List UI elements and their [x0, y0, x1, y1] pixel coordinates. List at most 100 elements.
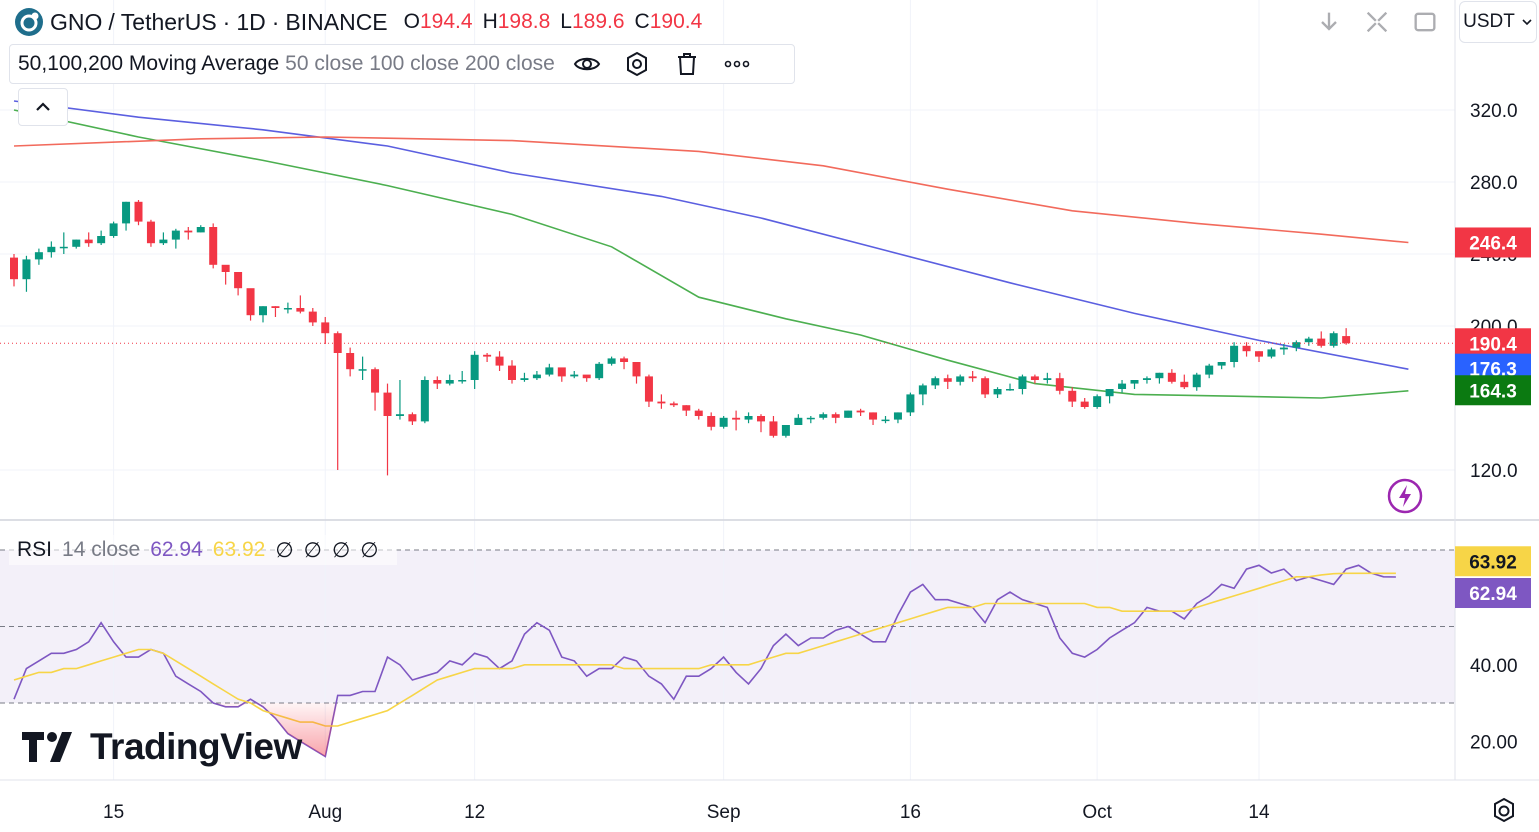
candle-body[interactable] — [1192, 374, 1201, 388]
candle-body[interactable] — [1317, 338, 1326, 346]
candle-body[interactable] — [744, 416, 753, 420]
candle-body[interactable] — [234, 272, 243, 289]
candle-body[interactable] — [806, 417, 815, 420]
interval-label[interactable]: 1D — [236, 8, 266, 35]
candle-body[interactable] — [470, 354, 479, 380]
candle-body[interactable] — [283, 308, 292, 310]
candle-body[interactable] — [595, 363, 604, 379]
candle-body[interactable] — [1167, 372, 1176, 382]
candle-body[interactable] — [1055, 378, 1064, 391]
candle-body[interactable] — [557, 367, 566, 377]
candle-body[interactable] — [420, 380, 429, 422]
candle-body[interactable] — [918, 385, 927, 395]
candle-body[interactable] — [819, 414, 828, 418]
candle-body[interactable] — [184, 230, 193, 233]
arrow-down-icon[interactable] — [1315, 8, 1343, 36]
candle-body[interactable] — [59, 246, 68, 249]
candle-body[interactable] — [508, 365, 516, 380]
candle-body[interactable] — [383, 392, 392, 416]
candle-body[interactable] — [1093, 396, 1102, 407]
maximize-icon[interactable] — [1411, 8, 1439, 36]
candle-body[interactable] — [906, 394, 915, 413]
candle-body[interactable] — [34, 252, 43, 260]
candle-body[interactable] — [408, 414, 417, 422]
candle-body[interactable] — [794, 417, 803, 425]
candle-body[interactable] — [1230, 345, 1239, 362]
candle-body[interactable] — [1080, 401, 1089, 407]
candle-body[interactable] — [582, 374, 591, 379]
candle-body[interactable] — [259, 306, 267, 316]
rsi-legend[interactable]: RSI 14 close 62.94 63.92 ∅∅∅∅ — [9, 535, 397, 565]
symbol-name[interactable]: GNO — [50, 8, 103, 35]
eye-icon[interactable] — [573, 50, 601, 78]
candle-body[interactable] — [495, 356, 504, 366]
candle-body[interactable] — [1068, 390, 1077, 402]
candle-body[interactable] — [22, 259, 31, 280]
candle-body[interactable] — [346, 353, 355, 370]
currency-select[interactable]: USDT — [1459, 1, 1537, 43]
candle-body[interactable] — [1255, 351, 1263, 357]
candle-body[interactable] — [134, 201, 143, 222]
chart-settings-icon[interactable] — [1489, 796, 1519, 826]
candle-body[interactable] — [644, 376, 653, 402]
candle-body[interactable] — [968, 376, 977, 379]
more-icon[interactable] — [723, 50, 751, 78]
ma-indicator-legend[interactable]: 50,100,200 Moving Average 50 close 100 c… — [9, 44, 795, 84]
candle-body[interactable] — [1242, 345, 1251, 352]
candle-body[interactable] — [321, 322, 330, 334]
trash-icon[interactable] — [673, 50, 701, 78]
settings-icon[interactable] — [623, 50, 651, 78]
candle-body[interactable] — [1043, 378, 1052, 380]
candle-body[interactable] — [358, 369, 367, 371]
candle-body[interactable] — [146, 221, 155, 244]
candle-body[interactable] — [1267, 349, 1276, 357]
candle-body[interactable] — [171, 230, 180, 240]
candle-body[interactable] — [869, 412, 878, 420]
candle-body[interactable] — [732, 417, 741, 420]
candle-body[interactable] — [719, 417, 728, 427]
candle-body[interactable] — [395, 414, 404, 416]
candle-body[interactable] — [209, 227, 218, 265]
candle-body[interactable] — [981, 378, 990, 395]
candle-body[interactable] — [445, 380, 454, 384]
candle-body[interactable] — [1142, 378, 1151, 380]
candle-body[interactable] — [620, 358, 629, 362]
candle-body[interactable] — [993, 389, 1002, 395]
tradingview-logo[interactable]: TradingView — [22, 726, 302, 768]
collapse-legend-button[interactable] — [18, 88, 68, 126]
candle-body[interactable] — [10, 257, 18, 280]
candle-body[interactable] — [1018, 376, 1027, 389]
candle-body[interactable] — [931, 378, 940, 386]
candle-body[interactable] — [221, 264, 230, 272]
candle-body[interactable] — [1342, 336, 1351, 344]
candle-body[interactable] — [781, 425, 790, 436]
candle-body[interactable] — [694, 410, 703, 416]
candle-body[interactable] — [532, 374, 541, 379]
candle-body[interactable] — [72, 239, 81, 247]
candle-body[interactable] — [1030, 376, 1039, 380]
candle-body[interactable] — [1180, 381, 1189, 388]
candle-body[interactable] — [682, 405, 691, 411]
candle-body[interactable] — [296, 308, 305, 312]
candle-body[interactable] — [881, 419, 890, 422]
candle-body[interactable] — [545, 367, 554, 375]
candle-body[interactable] — [769, 421, 778, 436]
candle-body[interactable] — [1118, 383, 1127, 389]
candle-body[interactable] — [458, 380, 467, 382]
candle-body[interactable] — [109, 223, 118, 236]
candle-body[interactable] — [196, 227, 205, 233]
candle-body[interactable] — [159, 239, 168, 244]
candle-body[interactable] — [1006, 389, 1014, 391]
candle-body[interactable] — [246, 288, 255, 316]
candle-body[interactable] — [956, 376, 965, 382]
candle-body[interactable] — [308, 311, 317, 323]
candle-body[interactable] — [1130, 380, 1139, 384]
candle-body[interactable] — [707, 416, 716, 427]
candle-body[interactable] — [632, 362, 641, 377]
candle-body[interactable] — [1105, 389, 1114, 397]
candle-body[interactable] — [483, 354, 492, 357]
lightning-icon[interactable] — [1387, 478, 1423, 514]
candle-body[interactable] — [1329, 333, 1338, 346]
candle-body[interactable] — [570, 374, 579, 377]
candle-body[interactable] — [371, 369, 380, 393]
